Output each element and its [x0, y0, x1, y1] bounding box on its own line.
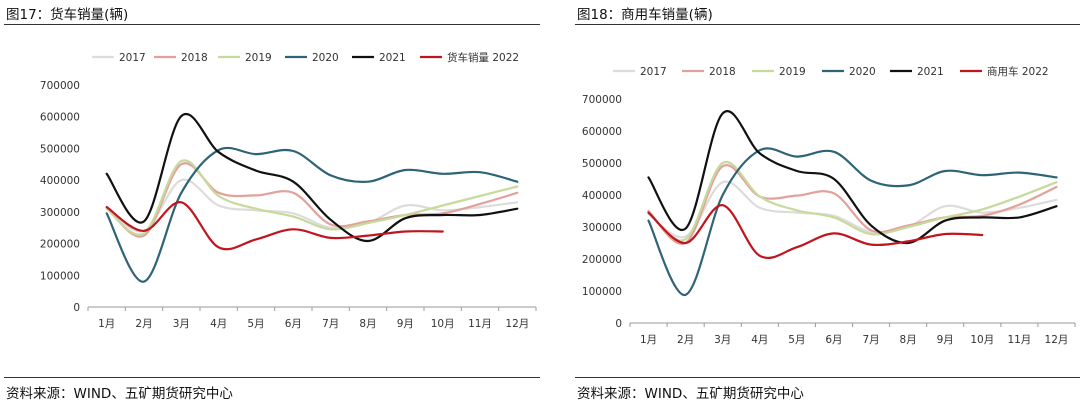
- y-tick-label: 300000: [40, 207, 80, 219]
- x-tick-label: 3月: [714, 334, 731, 346]
- y-tick-label: 300000: [582, 222, 622, 234]
- x-tick-label: 8月: [359, 318, 376, 330]
- series-line-商用车-2022: [647, 204, 984, 260]
- x-tick-label: 6月: [285, 318, 302, 330]
- legend-label: 2018: [181, 52, 208, 64]
- legend-label: 货车销量 2022: [447, 51, 519, 64]
- commercial-vehicle-sales-line-chart: 0 100000 200000 300000 400000 500000 600000 700…: [582, 65, 1076, 346]
- legend-label: 2018: [709, 66, 736, 78]
- title-divider: [4, 24, 540, 25]
- series-line-2018: [105, 162, 519, 238]
- x-tick-label: 6月: [825, 334, 842, 346]
- series-line-2018: [647, 164, 1058, 246]
- source-note: 资料来源：WIND、五矿期货研究中心: [577, 386, 804, 402]
- series-line-2019: [647, 160, 1058, 242]
- x-tick-label: 1月: [640, 334, 657, 346]
- y-tick-label: 400000: [582, 190, 622, 202]
- title-divider: [575, 24, 1080, 25]
- x-tick-label: 9月: [397, 318, 414, 330]
- y-axis-tick-labels: 0 100000 200000 300000 400000 500000 600000 700…: [582, 94, 622, 330]
- legend-label: 2019: [779, 66, 806, 78]
- legend-label: 商用车 2022: [987, 65, 1049, 78]
- truck-sales-line-chart: 0 100000 200000 300000 400000 500000 600000 700…: [40, 51, 537, 330]
- x-tick-label: 11月: [1007, 334, 1031, 346]
- series-line-2017: [105, 178, 519, 233]
- legend-label: 2021: [917, 66, 944, 78]
- series-line-2021: [105, 112, 519, 243]
- x-axis-tick-labels: 1月 2月 3月 4月 5月 6月 7月 8月 9月 10月 11月 12月: [98, 318, 529, 330]
- chart-panel-commercial-vehicle-sales: 图18：商用车销量(辆) 0 100000 200000 300000 400000 50…: [575, 0, 1080, 409]
- y-tick-label: 0: [615, 318, 622, 330]
- source-note: 资料来源：WIND、五矿期货研究中心: [6, 386, 233, 402]
- series-line-2020: [105, 146, 519, 283]
- series-lines: [105, 112, 519, 283]
- series-line-2017: [647, 180, 1058, 239]
- x-tick-label: 4月: [210, 318, 227, 330]
- chart-title: 图18：商用车销量(辆): [577, 7, 713, 23]
- y-tick-label: 600000: [40, 112, 80, 124]
- x-tick-label: 7月: [862, 334, 879, 346]
- legend-label: 2021: [379, 52, 406, 64]
- x-tick-label: 5月: [788, 334, 805, 346]
- chart-panel-truck-sales: 图17：货车销量(辆) 0 100000 200000 300000 400000 500…: [4, 0, 540, 409]
- x-tick-label: 12月: [505, 318, 529, 330]
- y-tick-label: 600000: [582, 126, 622, 138]
- x-tick-label: 7月: [322, 318, 339, 330]
- y-tick-label: 200000: [582, 254, 622, 266]
- y-tick-label: 500000: [40, 143, 80, 155]
- x-tick-label: 10月: [970, 334, 994, 346]
- y-tick-label: 100000: [40, 270, 80, 282]
- source-divider: [575, 377, 1080, 378]
- x-tick-label: 3月: [173, 318, 190, 330]
- y-axis-tick-labels: 0 100000 200000 300000 400000 500000 600000 700…: [40, 80, 80, 314]
- x-tick-label: 5月: [247, 318, 264, 330]
- x-tick-label: 1月: [98, 318, 115, 330]
- legend: 2017 2018 2019 2020 2021 货车销量 2022: [92, 51, 519, 64]
- x-tick-label: 10月: [431, 318, 455, 330]
- chart-title: 图17：货车销量(辆): [6, 7, 129, 23]
- legend-label: 2017: [119, 52, 146, 64]
- source-divider: [4, 377, 540, 378]
- y-tick-label: 0: [73, 302, 80, 314]
- y-tick-label: 200000: [40, 239, 80, 251]
- series-lines: [647, 110, 1058, 296]
- series-line-货车销量-2022: [105, 201, 444, 251]
- y-tick-label: 700000: [582, 94, 622, 106]
- x-tick-label: 4月: [751, 334, 768, 346]
- y-tick-label: 500000: [582, 158, 622, 170]
- x-tick-label: 9月: [937, 334, 954, 346]
- x-tick-label: 2月: [135, 318, 152, 330]
- x-tick-label: 11月: [468, 318, 492, 330]
- legend-label: 2019: [245, 52, 272, 64]
- legend-label: 2020: [312, 52, 339, 64]
- series-line-2019: [105, 159, 519, 236]
- series-line-2021: [647, 110, 1058, 245]
- x-tick-label: 2月: [677, 334, 694, 346]
- y-tick-label: 400000: [40, 175, 80, 187]
- y-tick-label: 100000: [582, 286, 622, 298]
- x-tick-label: 12月: [1045, 334, 1069, 346]
- x-tick-label: 8月: [900, 334, 917, 346]
- legend-label: 2020: [849, 66, 876, 78]
- series-line-2020: [647, 147, 1058, 296]
- y-tick-label: 700000: [40, 80, 80, 92]
- legend-label: 2017: [640, 66, 667, 78]
- legend: 2017 2018 2019 2020 2021 商用车 2022: [613, 65, 1049, 78]
- x-axis-tick-labels: 1月 2月 3月 4月 5月 6月 7月 8月 9月 10月 11月 12月: [640, 334, 1068, 346]
